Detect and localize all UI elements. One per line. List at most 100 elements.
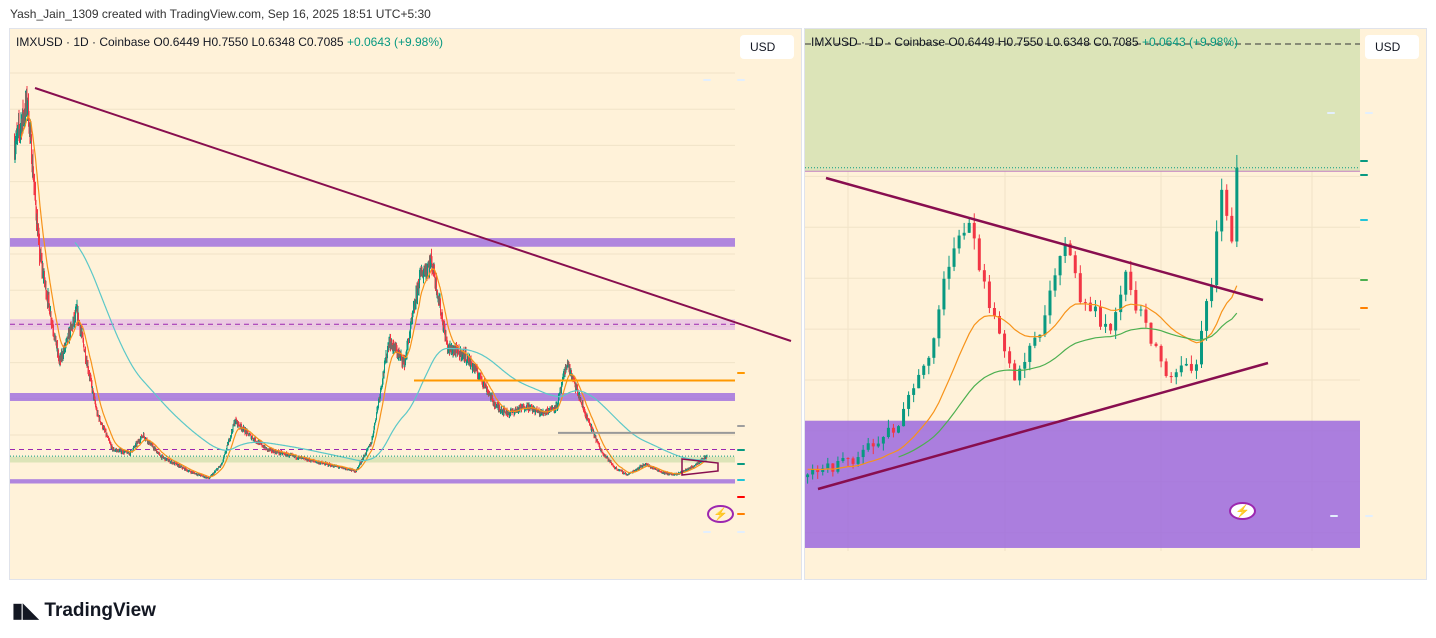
countdown-label <box>1360 174 1368 176</box>
last-price-label <box>1360 160 1368 162</box>
candle-body <box>1154 343 1158 346</box>
candle-body <box>897 426 900 433</box>
candle-body <box>223 457 224 461</box>
candle-body <box>1169 375 1173 378</box>
candle-body <box>181 466 183 468</box>
candle-body <box>412 312 414 315</box>
candle-body <box>482 381 483 384</box>
candle-body <box>35 189 36 203</box>
candle-body <box>436 279 437 293</box>
candle-body <box>1078 273 1082 303</box>
candle-body <box>972 222 976 239</box>
candle-body <box>255 438 256 442</box>
candle-body <box>75 312 76 318</box>
candle-body <box>558 396 559 404</box>
candle-body <box>152 444 154 448</box>
candle-body <box>327 463 329 466</box>
currency-button[interactable]: USD <box>1365 35 1419 59</box>
chart-panel-right[interactable]: IMXUSD · 1D · Coinbase O0.6449 H0.7550 L… <box>804 28 1427 580</box>
ema-label <box>1360 219 1368 221</box>
candle-body <box>977 238 981 271</box>
candle-body <box>547 409 548 413</box>
candle-body <box>384 361 386 363</box>
candle-body <box>831 463 835 472</box>
candle-body <box>811 468 815 475</box>
candle-body <box>224 454 225 457</box>
candle-body <box>655 468 657 470</box>
open-value: O0.6449 <box>153 35 200 49</box>
candle-body <box>363 456 364 459</box>
candle-body <box>99 417 101 422</box>
candle-body <box>1200 330 1203 365</box>
candle-body <box>582 403 584 407</box>
profit-zone <box>805 29 1360 172</box>
candle-body <box>406 345 408 355</box>
candle-body <box>371 443 372 445</box>
candle-body <box>269 449 271 451</box>
candle-body <box>876 443 880 447</box>
candle-body <box>480 376 482 381</box>
candle-body <box>1104 323 1108 327</box>
candle-body <box>886 427 890 437</box>
candle-body <box>1013 363 1017 381</box>
chart-canvas-right[interactable] <box>805 29 1426 579</box>
candle-body <box>587 416 588 419</box>
candle-body <box>1053 275 1057 291</box>
candle-body <box>409 335 410 342</box>
high-label <box>703 79 711 81</box>
chart-panel-left[interactable]: IMXUSD · 1D · Coinbase O0.6449 H0.7550 L… <box>9 28 802 580</box>
ema-label <box>737 479 745 481</box>
candle-body <box>353 469 355 472</box>
candle-body <box>368 446 370 448</box>
candle-body <box>1205 301 1209 331</box>
candle-body <box>527 404 529 410</box>
candle-body <box>410 324 411 333</box>
candle-body <box>1184 363 1188 366</box>
candle-body <box>136 442 138 446</box>
candle-body <box>684 470 686 472</box>
candle-body <box>97 412 99 416</box>
candle-body <box>674 474 675 476</box>
candle-body <box>67 333 69 341</box>
candle-body <box>465 352 467 362</box>
candle-body <box>21 120 23 133</box>
candle-body <box>826 463 830 469</box>
candle-body <box>1018 368 1022 381</box>
candle-body <box>78 312 79 323</box>
candle-body <box>484 381 485 386</box>
countdown-label <box>737 463 745 465</box>
low-value: L0.6348 <box>251 35 295 49</box>
candle-body <box>816 468 820 473</box>
candle-body <box>932 338 936 358</box>
candle-body <box>495 406 497 409</box>
candle-body <box>1088 302 1092 312</box>
candle-body <box>53 330 54 334</box>
candle-body <box>616 468 618 470</box>
candle-body <box>589 420 590 424</box>
candle-body <box>384 362 385 372</box>
candle-body <box>401 354 402 358</box>
tradingview-logo[interactable]: ▮◣ TradingView <box>12 598 156 623</box>
close-value: C0.7085 <box>1093 35 1139 49</box>
candle-body <box>391 339 393 346</box>
chart-attribution: Yash_Jain_1309 created with TradingView.… <box>10 7 431 21</box>
candle-body <box>419 274 420 287</box>
profit-zone <box>10 456 735 463</box>
candle-body <box>554 405 556 410</box>
candle-body <box>557 403 559 406</box>
candle-body <box>694 465 696 467</box>
chart-canvas-left[interactable] <box>10 29 801 579</box>
candle-body <box>113 448 115 451</box>
currency-button[interactable]: USD <box>740 35 794 59</box>
candle-body <box>112 449 114 451</box>
candle-body <box>50 312 52 321</box>
candle-body <box>475 367 477 371</box>
candle-body <box>49 304 50 314</box>
candle-body <box>373 432 374 436</box>
candle-body <box>942 278 946 310</box>
candle-body <box>666 473 667 475</box>
candle-body <box>440 300 441 313</box>
candle-body <box>390 343 392 348</box>
candle-body <box>1124 271 1128 295</box>
change-value: +0.0643 (+9.98%) <box>346 35 444 49</box>
